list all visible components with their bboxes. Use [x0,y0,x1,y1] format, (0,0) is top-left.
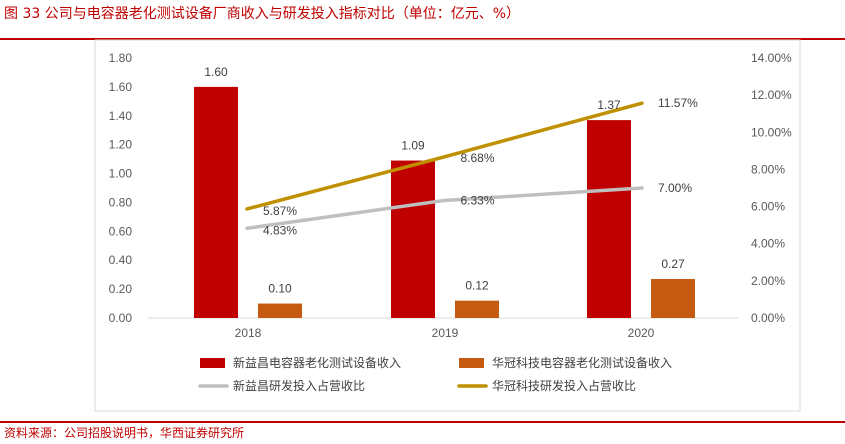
bar [194,86,238,318]
bar-data-label: 1.37 [597,98,621,112]
right-tick-label: 12.00% [751,88,792,102]
line-data-label: 11.57% [658,96,698,110]
bottom-rule [0,421,845,423]
bar [455,300,499,318]
bar [651,279,695,318]
right-tick-label: 10.00% [751,125,792,139]
legend-label: 新益昌电容器老化测试设备收入 [233,355,401,370]
right-tick-label: 14.00% [751,51,792,65]
right-axis: 0.00% 2.00% 4.00% 6.00% 8.00% 10.00% 12.00% 14.… [751,51,792,325]
legend-label: 华冠科技研发投入占营收比 [492,378,636,393]
line-data-label: 6.33% [461,193,495,207]
left-tick-label: 0.60 [109,224,133,238]
left-tick-label: 0.00 [109,311,133,325]
left-tick-label: 0.20 [109,282,133,296]
line-data-label: 5.87% [263,204,297,218]
bar-series [194,86,695,318]
line-data-label: 7.00% [658,181,692,195]
legend-label: 新益昌研发投入占营收比 [233,378,365,393]
x-tick-label: 2020 [628,326,655,340]
bar-data-label: 0.12 [465,279,489,293]
data-labels: 1.60 1.09 1.37 0.10 0.12 0.27 4.83% 6.33% 7.00% 5… [204,65,698,296]
left-tick-label: 0.40 [109,253,133,267]
x-tick-label: 2019 [432,326,459,340]
legend: 新益昌电容器老化测试设备收入 华冠科技电容器老化测试设备收入新益昌研发投入占营收比… [198,355,672,393]
line-series-path [245,186,644,231]
right-tick-label: 2.00% [751,274,785,288]
bar-data-label: 1.09 [401,139,425,153]
legend-swatch [200,358,225,368]
legend-swatch [459,358,484,368]
left-tick-label: 1.80 [109,51,133,65]
right-tick-label: 6.00% [751,200,785,214]
right-tick-label: 8.00% [751,162,785,176]
line-series [245,101,644,231]
figure-title: 图 33 公司与电容器老化测试设备厂商收入与研发投入指标对比（单位：亿元、%） [4,6,521,22]
legend-label: 华冠科技电容器老化测试设备收入 [492,355,672,370]
bar-data-label: 1.60 [204,65,228,79]
bar [258,303,302,318]
source-note: 资料来源：公司招股说明书，华西证券研究所 [4,426,245,440]
line-data-label: 8.68% [461,151,495,165]
left-tick-label: 1.20 [109,138,133,152]
bar [587,120,631,318]
top-rule [0,38,845,40]
left-axis: 0.00 0.20 0.40 0.60 0.80 1.00 1.20 1.40 1.60 1.80 [109,51,133,325]
x-axis: 2018 2019 2020 [235,326,655,340]
right-tick-label: 4.00% [751,237,785,251]
left-tick-label: 0.80 [109,195,133,209]
x-tick-label: 2018 [235,326,262,340]
left-tick-label: 1.40 [109,109,133,123]
line-series-path [245,101,644,211]
bar [391,160,435,318]
left-tick-label: 1.00 [109,167,133,181]
right-tick-label: 0.00% [751,311,785,325]
line-data-label: 4.83% [263,223,297,237]
bar-data-label: 0.27 [661,257,685,271]
bar-data-label: 0.10 [268,282,292,296]
left-tick-label: 1.60 [109,80,133,94]
